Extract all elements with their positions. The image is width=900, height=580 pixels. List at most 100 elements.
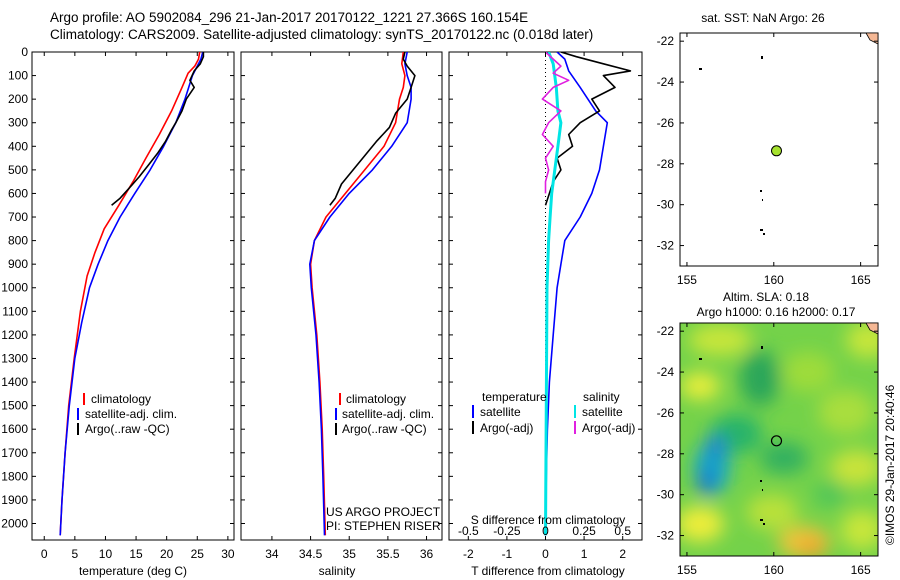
depth-tick-label: 700 (8, 210, 28, 224)
salinity-x-axis: 34 34.5 35 35.5 36 (265, 52, 434, 561)
depth-tick-label: 200 (8, 92, 28, 106)
s-diff-tick-label: 0.25 (572, 524, 596, 538)
legend-label-argo: Argo(..raw -QC) (342, 422, 427, 436)
depth-tick-label: 1200 (1, 328, 28, 342)
temperature-legend: climatology satellite-adj. clim. Argo(..… (77, 392, 177, 436)
difference-x-axis: -2 -1 0 1 2 (463, 52, 626, 561)
depth-tick-label: 800 (8, 234, 28, 248)
map-x-tick-label: 155 (677, 563, 697, 577)
sst-map-y-axis: -22 -24 -26 -28 -30 -32 (657, 34, 878, 253)
legend-title-salinity: salinity (583, 390, 620, 404)
difference-legend: temperature satellite Argo(-adj) salinit… (472, 390, 635, 435)
sst-map-x-axis: 155 160 165 (677, 33, 871, 287)
map-y-tick-label: -30 (657, 488, 675, 502)
legend-label-sal-satellite: satellite (582, 405, 623, 419)
project-credit: US ARGO PROJECT (326, 505, 441, 519)
s-diff-tick-label: 0.5 (614, 524, 631, 538)
map-y-tick-label: -26 (657, 406, 675, 420)
sla-map-x-axis: 155 160 165 (677, 323, 871, 577)
legend-label-satellite: satellite-adj. clim. (342, 407, 434, 421)
x-tick-label: 2 (619, 547, 626, 561)
depth-tick-label: 1000 (1, 281, 28, 295)
temperature-axis-label: temperature (deg C) (79, 564, 187, 578)
depth-tick-label: 1300 (1, 351, 28, 365)
sla-map-subtitle: Argo h1000: 0.16 h2000: 0.17 (697, 305, 856, 319)
figure-title-line1: Argo profile: AO 5902084_296 21-Jan-2017… (50, 10, 529, 25)
x-tick-label: 34.5 (299, 547, 323, 561)
series-line-1 (308, 52, 412, 536)
x-tick-label: 25 (191, 547, 205, 561)
depth-tick-label: 1700 (1, 446, 28, 460)
salinity-legend: climatology satellite-adj. clim. Argo(..… (335, 392, 434, 436)
depth-tick-label: 1500 (1, 399, 28, 413)
legend-label-satellite: satellite-adj. clim. (85, 407, 177, 421)
x-tick-label: 15 (129, 547, 143, 561)
s-diff-tick-label: -0.25 (493, 524, 521, 538)
s-diff-tick-label: 0 (542, 524, 549, 538)
sla-map-frame (679, 322, 879, 557)
legend-label-climatology: climatology (91, 392, 151, 406)
map-y-tick-label: -24 (657, 365, 675, 379)
legend-title-temperature: temperature (482, 390, 547, 404)
depth-tick-label: 900 (8, 257, 28, 271)
legend-label-temp-argo: Argo(-adj) (480, 421, 533, 435)
map-y-tick-label: -28 (657, 157, 675, 171)
argo-float-marker (771, 145, 782, 157)
map-y-tick-label: -22 (657, 324, 675, 338)
depth-tick-label: 1900 (1, 493, 28, 507)
x-tick-label: 10 (99, 547, 113, 561)
depth-tick-label: 1400 (1, 375, 28, 389)
series-line-2 (329, 52, 416, 206)
depth-tick-label: 300 (8, 116, 28, 130)
x-tick-label: 0 (542, 547, 549, 561)
x-tick-label: 35 (343, 547, 357, 561)
depth-tick-label: 0 (21, 45, 28, 59)
sla-map-y-axis: -22 -24 -26 -28 -30 -32 (657, 324, 878, 543)
map-y-tick-label: -32 (657, 529, 675, 543)
x-tick-label: 20 (160, 547, 174, 561)
series-line-2 (111, 52, 205, 206)
depth-tick-label: 500 (8, 163, 28, 177)
salinity-axis-label: salinity (319, 564, 356, 578)
depth-tick-label: 2000 (1, 516, 28, 530)
imos-watermark: ©IMOS 29-Jan-2017 20:40:46 (883, 384, 897, 545)
series-line-3 (541, 52, 570, 194)
sst-map-title: sat. SST: NaN Argo: 26 (701, 11, 825, 25)
map-x-tick-label: 165 (851, 563, 871, 577)
x-tick-label: 36 (420, 547, 434, 561)
x-tick-label: -1 (502, 547, 513, 561)
legend-label-argo: Argo(..raw -QC) (85, 422, 170, 436)
salinity-panel-frame (240, 51, 443, 541)
series-line-0 (544, 52, 609, 536)
depth-axis: 0 100 200 300 400 500 600 700 800 900 1000 1100 1200… (1, 45, 642, 530)
depth-tick-label: 100 (8, 69, 28, 83)
sla-map-title: Altim. SLA: 0.18 (723, 290, 809, 304)
difference-series (541, 52, 632, 536)
series-line-1 (59, 52, 204, 536)
map-y-tick-label: -28 (657, 447, 675, 461)
island-outlines (699, 56, 765, 235)
series-line-2 (544, 52, 563, 536)
legend-label-temp-satellite: satellite (480, 405, 521, 419)
temperature-x-axis: 0 5 10 15 20 25 30 (41, 52, 235, 561)
figure-title-line2: Climatology: CARS2009. Satellite-adjuste… (50, 27, 594, 42)
island-outlines (699, 346, 765, 525)
depth-tick-label: 1600 (1, 422, 28, 436)
depth-tick-label: 1100 (2, 304, 28, 318)
map-y-tick-label: -22 (657, 34, 675, 48)
pi-credit: PI: STEPHEN RISER (326, 519, 441, 533)
depth-tick-label: 1800 (1, 469, 28, 483)
legend-label-sal-argo: Argo(-adj) (582, 421, 635, 435)
x-tick-label: 35.5 (376, 547, 400, 561)
x-tick-label: 5 (72, 547, 79, 561)
x-tick-label: 1 (581, 547, 588, 561)
map-y-tick-label: -26 (657, 116, 675, 130)
map-x-tick-label: 155 (677, 273, 697, 287)
legend-label-climatology: climatology (346, 392, 406, 406)
depth-tick-label: 600 (8, 186, 28, 200)
x-tick-label: 0 (41, 547, 48, 561)
salinity-series (308, 52, 416, 536)
x-tick-label: -2 (463, 547, 474, 561)
temperature-panel-frame (31, 51, 235, 541)
